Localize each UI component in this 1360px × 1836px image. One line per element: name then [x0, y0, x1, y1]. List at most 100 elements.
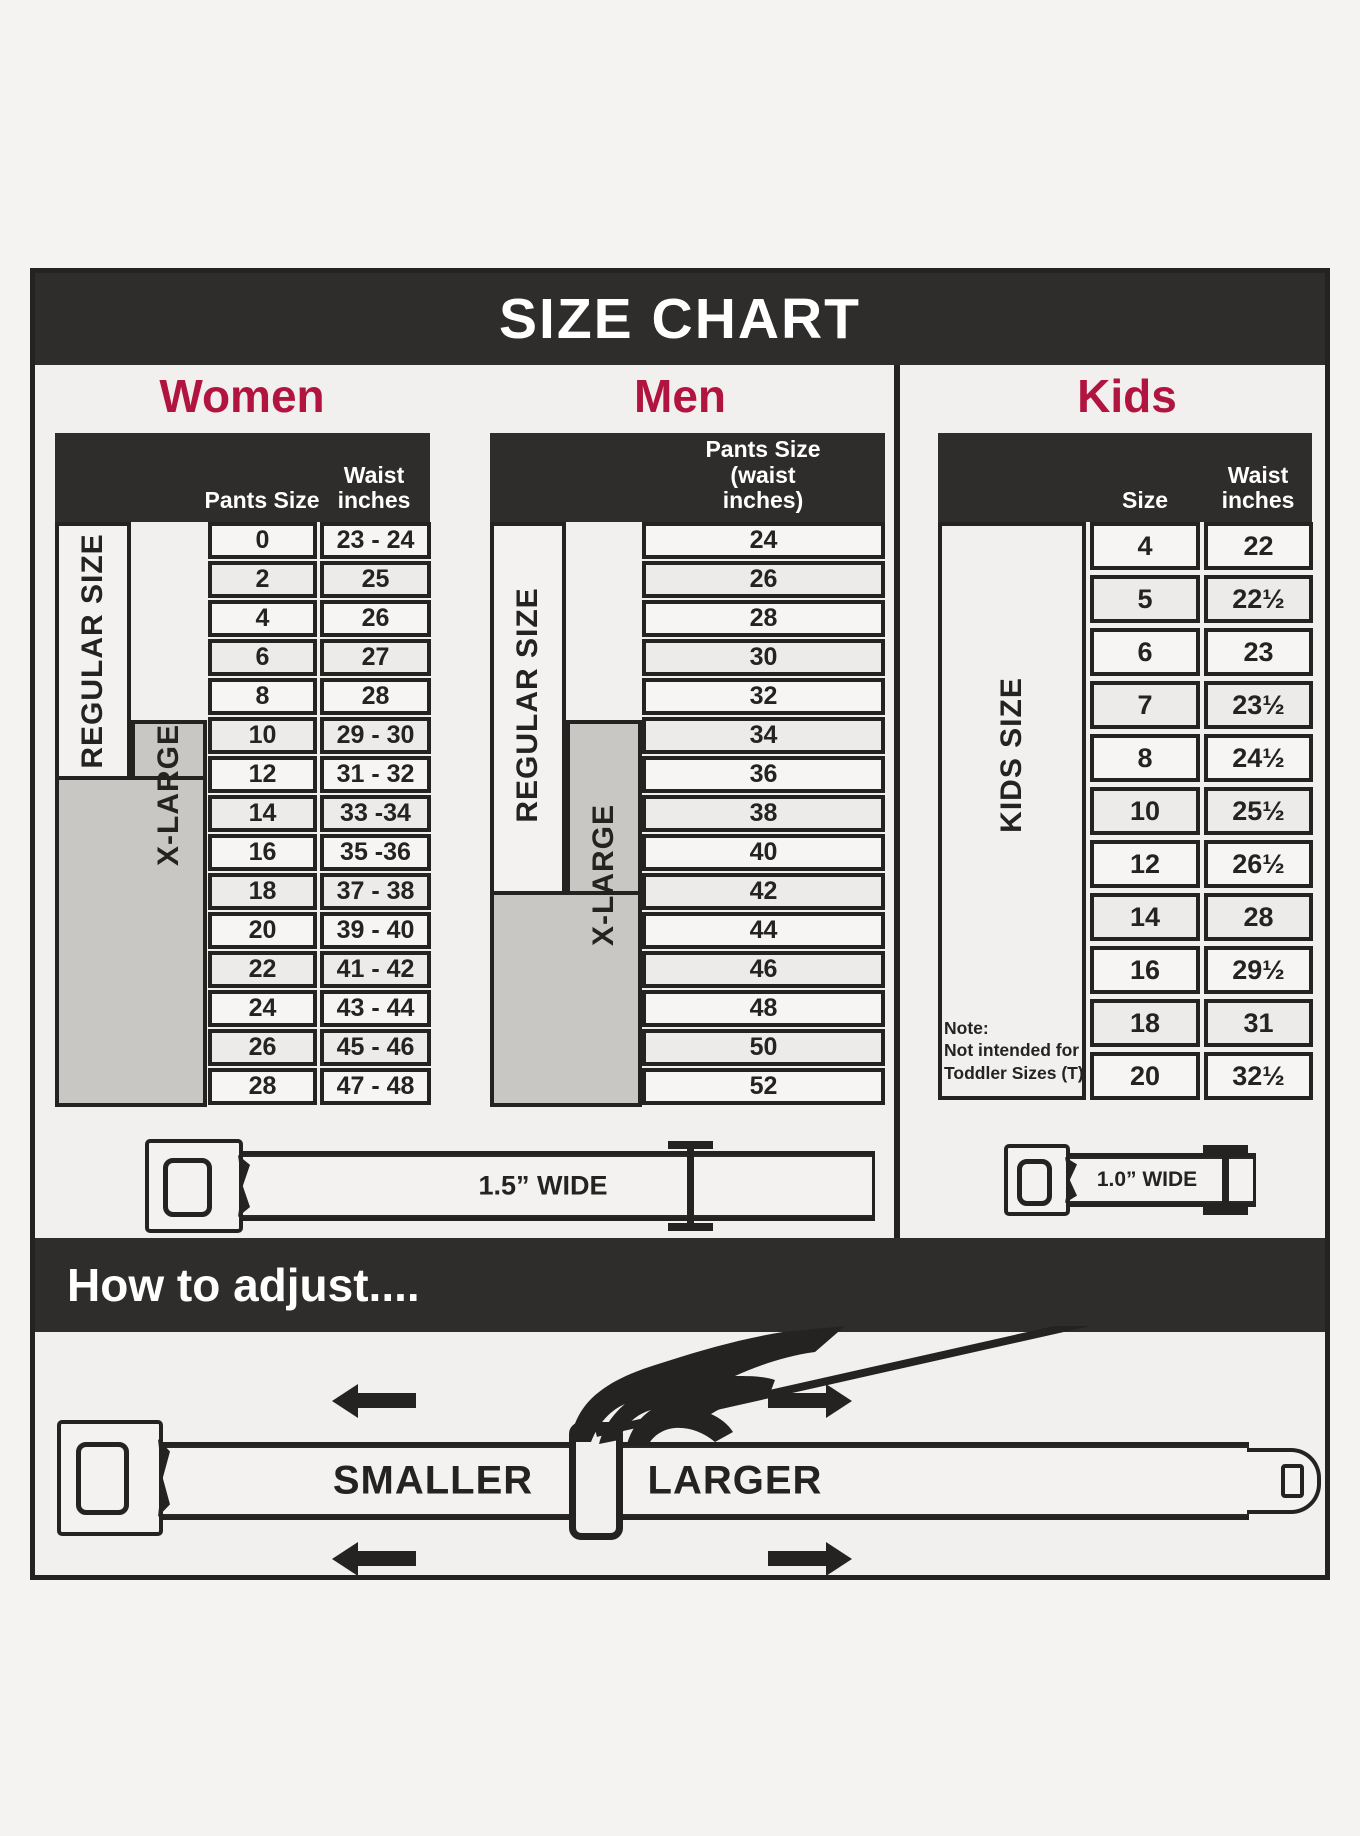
how-to-adjust-heading: How to adjust....: [67, 1259, 420, 1311]
hand-icon: [570, 1326, 1091, 1444]
women-regular-size-block: [55, 522, 131, 780]
men-pants-size-cell: 42: [642, 873, 885, 910]
kids-size-cell: 20: [1090, 1052, 1200, 1100]
kids-size-cell: 4: [1090, 522, 1200, 570]
kids-waist-cell: 24½: [1204, 734, 1313, 782]
women-pants-size-cell: 22: [208, 951, 317, 988]
men-table-row: 44: [642, 912, 885, 949]
kids-table-row: 4 22: [1090, 522, 1313, 570]
women-pants-size-cell: 10: [208, 717, 317, 754]
women-pants-size-cell: 28: [208, 1068, 317, 1105]
kids-size-cell: 6: [1090, 628, 1200, 676]
women-table-row: 6 27: [208, 639, 431, 676]
women-waist-header: Waist inches: [337, 461, 411, 514]
women-waist-cell: 28: [320, 678, 431, 715]
kids-table-row: 14 28: [1090, 893, 1313, 941]
adjust-belt-tip-icon: [1247, 1448, 1321, 1514]
women-pants-size-cell: 12: [208, 756, 317, 793]
kids-table-header: Size Waist inches: [938, 433, 1312, 522]
women-pants-size-cell: 8: [208, 678, 317, 715]
women-pants-size-cell: 24: [208, 990, 317, 1027]
men-pants-size-cell: 46: [642, 951, 885, 988]
women-pants-size-cell: 16: [208, 834, 317, 871]
women-table-header: Pants Size Waist inches: [55, 433, 430, 522]
kids-belt-width-marker-icon: [1203, 1145, 1248, 1215]
men-table-row: 26: [642, 561, 885, 598]
kids-waist-cell: 31: [1204, 999, 1313, 1047]
kids-size-cell: 18: [1090, 999, 1200, 1047]
kids-waist-cell: 23½: [1204, 681, 1313, 729]
men-pants-size-cell: 34: [642, 717, 885, 754]
women-regular-size-label: REGULAR SIZE: [76, 533, 109, 769]
women-table-row: 10 29 - 30: [208, 717, 431, 754]
kids-size-cell: 10: [1090, 787, 1200, 835]
men-table-row: 24: [642, 522, 885, 559]
men-table-row: 36: [642, 756, 885, 793]
men-xlarge-block-upper: [566, 720, 642, 895]
kids-waist-cell: 23: [1204, 628, 1313, 676]
women-waist-cell: 27: [320, 639, 431, 676]
adult-belt-width-label: 1.5” WIDE: [478, 1170, 608, 1201]
kids-waist-cell: 22: [1204, 522, 1313, 570]
kids-belt-buckle-icon: [1004, 1144, 1070, 1216]
women-waist-cell: 43 - 44: [320, 990, 431, 1027]
women-pants-size-cell: 4: [208, 600, 317, 637]
women-waist-cell: 31 - 32: [320, 756, 431, 793]
adult-belt-buckle-icon: [145, 1139, 243, 1233]
kids-waist-cell: 25½: [1204, 787, 1313, 835]
smaller-label: SMALLER: [332, 1458, 534, 1503]
men-table-row: 34: [642, 717, 885, 754]
women-xlarge-label: X-LARGE: [152, 724, 185, 866]
men-table-row: 32: [642, 678, 885, 715]
larger-lower-arrow-icon: [768, 1541, 852, 1576]
women-table-row: 2 25: [208, 561, 431, 598]
kids-table-row: 5 22½: [1090, 575, 1313, 623]
adult-belt-width-marker-icon: [668, 1141, 713, 1231]
women-table-row: 18 37 - 38: [208, 873, 431, 910]
men-pants-size-cell: 28: [642, 600, 885, 637]
women-table-row: 26 45 - 46: [208, 1029, 431, 1066]
kids-waist-cell: 22½: [1204, 575, 1313, 623]
women-waist-cell: 33 -34: [320, 795, 431, 832]
men-table-row: 48: [642, 990, 885, 1027]
how-to-adjust-bar: How to adjust....: [35, 1238, 1325, 1332]
women-xlarge-block-upper: [131, 720, 207, 780]
women-waist-cell: 23 - 24: [320, 522, 431, 559]
kids-table-row: 18 31: [1090, 999, 1313, 1047]
women-table-row: 22 41 - 42: [208, 951, 431, 988]
kids-size-side-label: KIDS SIZE: [995, 677, 1028, 833]
kids-size-cell: 16: [1090, 946, 1200, 994]
kids-panel: Kids Size Waist inches KIDS SIZE Note: N…: [900, 365, 1325, 1238]
kids-waist-cell: 28: [1204, 893, 1313, 941]
women-table-rows: 0 23 - 24 2 25 4 26: [208, 522, 431, 1107]
title-bar: SIZE CHART: [35, 273, 1325, 365]
women-waist-cell: 47 - 48: [320, 1068, 431, 1105]
women-table-row: 16 35 -36: [208, 834, 431, 871]
men-pants-size-cell: 30: [642, 639, 885, 676]
men-table-row: 46: [642, 951, 885, 988]
kids-waist-cell: 26½: [1204, 840, 1313, 888]
smaller-upper-arrow-icon: [332, 1383, 416, 1418]
kids-table-row: 20 32½: [1090, 1052, 1313, 1100]
men-table-row: 28: [642, 600, 885, 637]
women-pants-size-cell: 2: [208, 561, 317, 598]
page-title: SIZE CHART: [499, 287, 861, 351]
women-pants-size-cell: 20: [208, 912, 317, 949]
men-table-row: 30: [642, 639, 885, 676]
men-pants-size-cell: 44: [642, 912, 885, 949]
kids-table-row: 10 25½: [1090, 787, 1313, 835]
men-pants-size-cell: 26: [642, 561, 885, 598]
kids-table-row: 16 29½: [1090, 946, 1313, 994]
women-waist-cell: 37 - 38: [320, 873, 431, 910]
men-pants-size-cell: 36: [642, 756, 885, 793]
women-waist-cell: 25: [320, 561, 431, 598]
women-table-row: 8 28: [208, 678, 431, 715]
men-table-row: 50: [642, 1029, 885, 1066]
men-table-row: 40: [642, 834, 885, 871]
men-pants-size-cell: 48: [642, 990, 885, 1027]
women-pants-size-cell: 6: [208, 639, 317, 676]
men-pants-size-cell: 50: [642, 1029, 885, 1066]
adult-belt-strap: [241, 1151, 875, 1221]
men-pants-size-cell: 24: [642, 522, 885, 559]
men-table-header: Pants Size (waist inches): [490, 433, 885, 522]
